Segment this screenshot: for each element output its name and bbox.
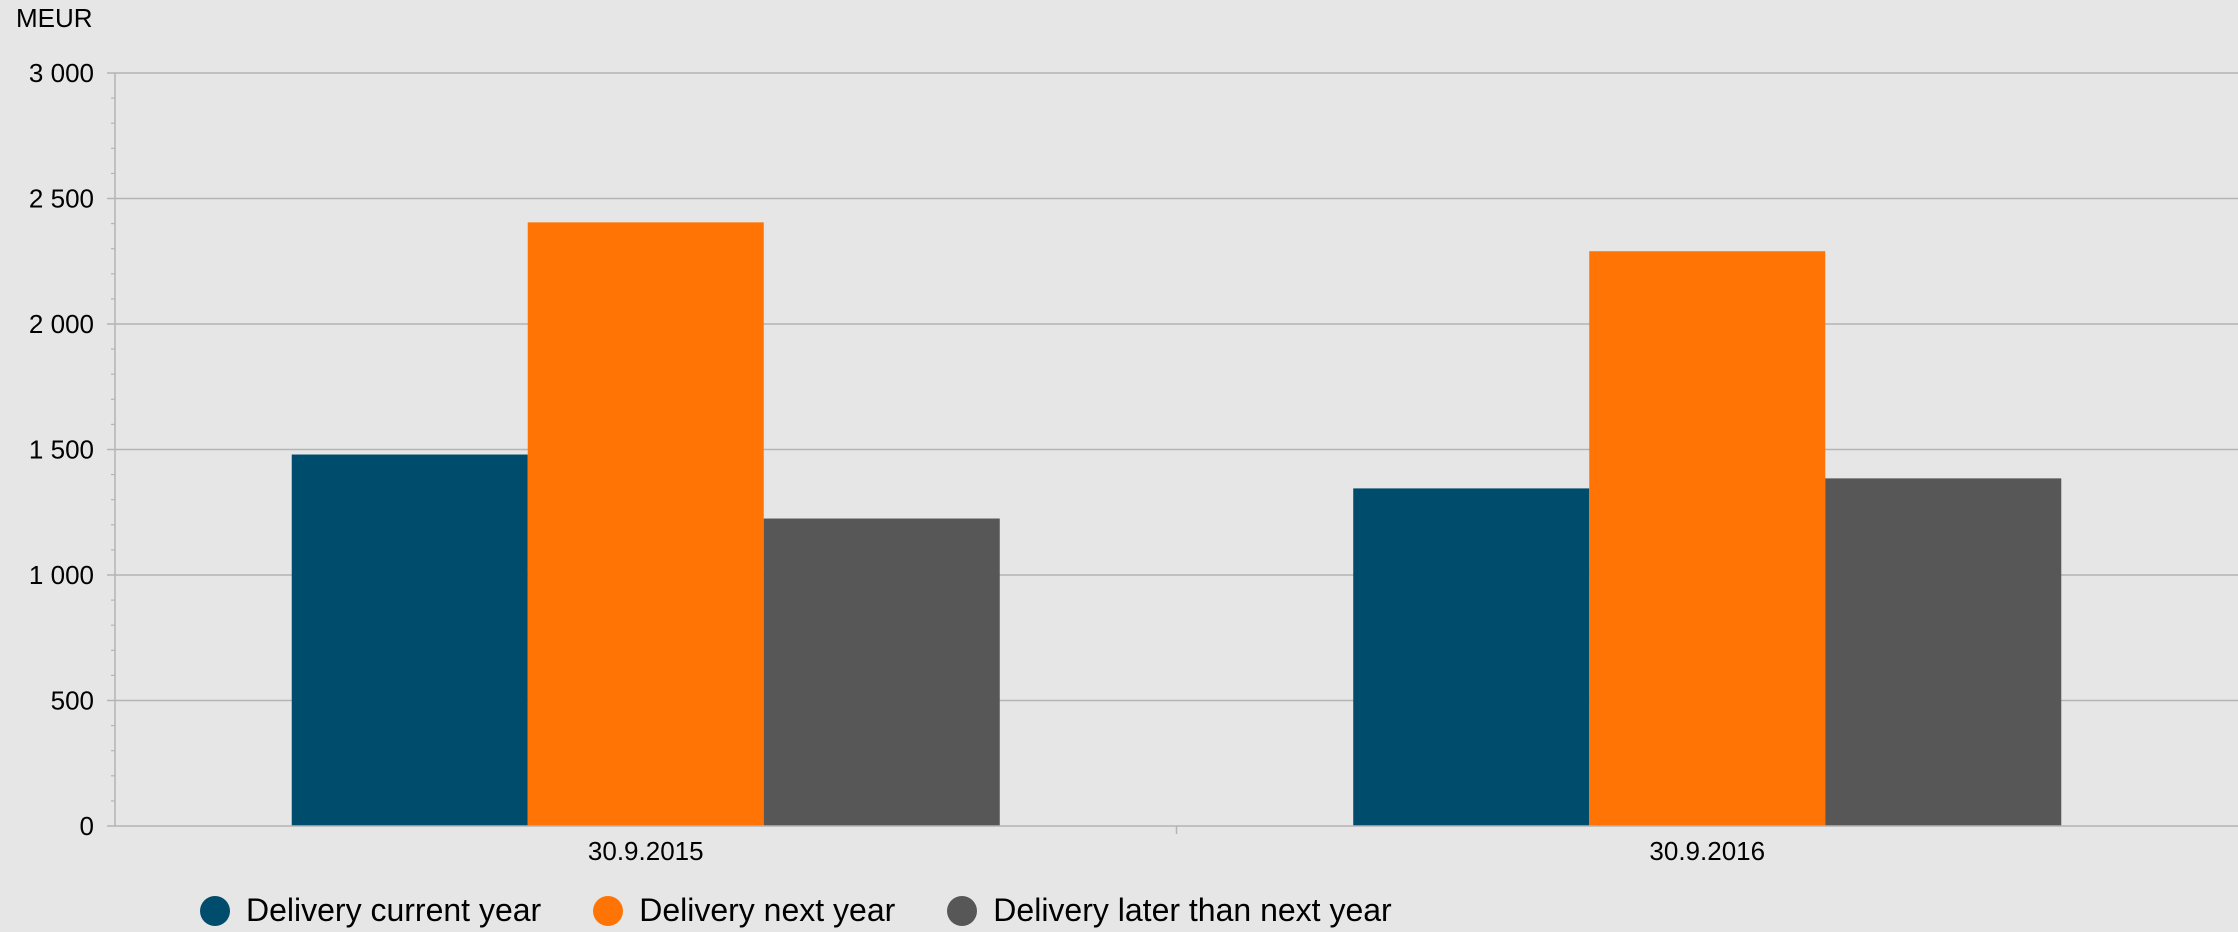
- bar: [291, 454, 528, 826]
- legend-item-current-year: Delivery current year: [200, 892, 541, 929]
- y-tick-label: 1 000: [29, 560, 94, 590]
- x-tick-label: 30.9.2015: [588, 836, 704, 866]
- axes: [107, 72, 2238, 834]
- legend-label-current-year: Delivery current year: [246, 892, 542, 928]
- legend: Delivery current year Delivery next year…: [200, 892, 1444, 929]
- legend-swatch-next-year: [593, 895, 624, 926]
- bar: [763, 518, 1000, 826]
- x-tick-label: 30.9.2016: [1649, 836, 1765, 866]
- y-tick-label: 500: [51, 686, 94, 716]
- bars: [291, 222, 2062, 827]
- x-tick-labels: 30.9.2015 30.9.2016: [588, 836, 1765, 866]
- bar: [527, 222, 764, 827]
- y-tick-label: 1 500: [29, 435, 94, 465]
- legend-label-next-year: Delivery next year: [639, 892, 896, 928]
- y-tick-labels: 0 500 1 000 1 500 2 000 2 500 3 000: [29, 58, 94, 841]
- legend-swatch-later-year: [947, 895, 978, 926]
- y-tick-label: 0: [80, 811, 94, 841]
- y-tick-label: 2 500: [29, 184, 94, 214]
- legend-item-next-year: Delivery next year: [593, 892, 895, 929]
- legend-label-later-year: Delivery later than next year: [993, 892, 1392, 928]
- y-tick-label: 2 000: [29, 309, 94, 339]
- y-tick-label: 3 000: [29, 58, 94, 88]
- bar: [1353, 488, 1590, 826]
- y-axis-unit-label: MEUR: [16, 3, 93, 33]
- legend-item-later-year: Delivery later than next year: [947, 892, 1392, 929]
- bar: [1589, 251, 1826, 826]
- legend-swatch-current-year: [200, 895, 230, 926]
- bar: [1825, 478, 2062, 826]
